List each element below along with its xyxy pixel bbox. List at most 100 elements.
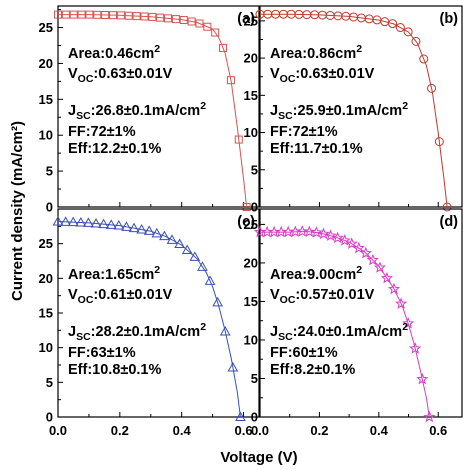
data-point <box>121 221 132 231</box>
annotation-line: Area:9.00cm2 <box>270 264 362 283</box>
data-point <box>324 229 337 241</box>
data-point <box>109 11 118 20</box>
annotation-line: FF:72±1% <box>68 124 136 140</box>
annotation-text: :25.9±0.1mA/cm <box>293 103 403 119</box>
annotation-text: Eff:11.7±0.1% <box>270 141 363 157</box>
data-point <box>143 225 155 235</box>
y-tick-label: 10 <box>244 125 258 140</box>
data-point <box>203 22 212 31</box>
annotation-text: V <box>68 287 78 303</box>
data-point <box>403 27 413 37</box>
y-tick-label: 20 <box>39 56 53 71</box>
data-point <box>159 230 170 241</box>
data-point <box>211 28 220 37</box>
annotation-text: :0.63±0.01V <box>93 66 172 82</box>
panel-label: (b) <box>439 11 458 27</box>
data-point <box>212 296 223 307</box>
data-point <box>427 83 437 93</box>
annotation-line: Eff:11.7±0.1% <box>270 141 363 157</box>
x-tick-label: 0.0 <box>251 423 269 438</box>
y-tick-label: 5 <box>251 162 258 177</box>
data-point <box>187 17 196 26</box>
data-point <box>124 11 133 20</box>
y-tick-label: 25 <box>39 236 53 251</box>
data-point <box>197 261 208 271</box>
data-point <box>226 76 235 85</box>
annotation-text: J <box>270 103 278 119</box>
annotation-text: Area:0.46cm <box>68 46 154 62</box>
data-point <box>93 10 102 19</box>
data-point <box>411 36 421 46</box>
panel-frame <box>57 5 260 208</box>
annotation-line: JSC:26.8±0.1mA/cm2 <box>68 100 206 122</box>
data-point <box>54 10 62 19</box>
data-point <box>388 19 398 29</box>
data-point <box>235 411 246 421</box>
data-point <box>409 342 422 354</box>
data-point <box>61 10 70 19</box>
data-point <box>116 11 125 20</box>
annotation-line: Eff:10.8±0.1% <box>68 362 161 378</box>
panel-a: 0510152025(a)Area:0.46cm2VOC:0.63±0.01VJ… <box>39 5 260 215</box>
data-point <box>136 224 147 234</box>
data-point <box>77 10 86 19</box>
annotation-line: JSC:25.9±0.1mA/cm2 <box>270 100 408 122</box>
annotation-line: VOC:0.61±0.01V <box>68 287 173 306</box>
y-axis-title: Current density (mA/cm²) <box>9 121 26 301</box>
y-tick-label: 25 <box>244 217 258 232</box>
y-tick-label: 10 <box>39 128 53 143</box>
y-tick-label: 20 <box>244 51 258 66</box>
annotation-superscript: 2 <box>154 43 160 55</box>
y-tick-label: 15 <box>244 294 258 309</box>
data-point <box>113 220 125 230</box>
data-point <box>151 227 163 238</box>
y-tick-label: 20 <box>244 255 258 270</box>
data-point <box>366 253 379 266</box>
series-line <box>260 13 448 208</box>
y-tick-label: 15 <box>244 88 258 103</box>
data-point <box>380 271 393 284</box>
y-tick-label: 5 <box>251 371 258 386</box>
data-point <box>75 216 87 227</box>
data-point <box>303 225 316 238</box>
annotation-text: :24.0±0.1mA/cm <box>293 324 403 340</box>
annotation-text: :0.61±0.01V <box>93 287 172 303</box>
annotation-subscript: SC <box>76 110 91 122</box>
x-tick-label: 0.2 <box>111 423 129 438</box>
y-tick-label: 0 <box>46 200 53 215</box>
data-point <box>219 325 231 336</box>
annotation-text: J <box>270 324 278 340</box>
data-point <box>402 317 415 329</box>
y-tick-label: 5 <box>46 375 53 390</box>
annotation-text: FF:72±1% <box>68 124 136 140</box>
annotation-line: Area:1.65cm2 <box>68 264 160 283</box>
data-point <box>394 297 408 309</box>
data-point <box>156 13 165 22</box>
y-tick-label: 15 <box>39 306 53 321</box>
data-point <box>85 10 94 19</box>
data-point <box>69 10 78 19</box>
y-tick-label: 5 <box>46 164 53 179</box>
data-point <box>227 361 239 372</box>
annotation-subscript: OC <box>78 294 94 306</box>
y-tick-label: 10 <box>244 332 258 347</box>
data-point <box>67 216 79 227</box>
annotation-text: FF:72±1% <box>270 124 338 140</box>
data-point <box>423 410 436 423</box>
data-point <box>98 218 109 229</box>
data-point <box>352 241 365 254</box>
annotation-text: J <box>68 103 76 119</box>
panel-label: (c) <box>237 214 255 230</box>
annotation-line: Area:0.46cm2 <box>68 43 160 62</box>
annotation-subscript: OC <box>280 294 296 306</box>
data-point <box>90 217 102 228</box>
annotation-text: V <box>68 66 78 82</box>
x-tick-label: 0.2 <box>310 423 328 438</box>
data-point <box>181 244 193 255</box>
annotation-text: FF:60±1% <box>270 345 338 361</box>
data-point <box>395 23 405 33</box>
data-point <box>128 222 140 233</box>
annotation-superscript: 2 <box>200 100 206 112</box>
annotation-line: FF:72±1% <box>270 124 338 140</box>
